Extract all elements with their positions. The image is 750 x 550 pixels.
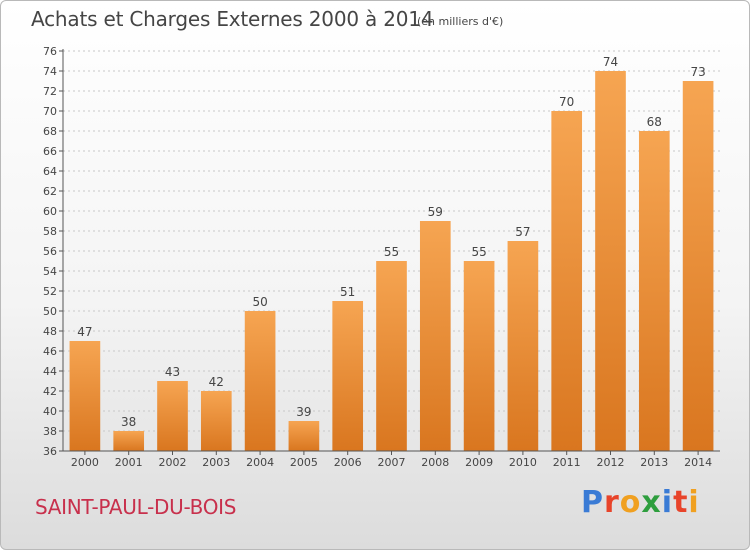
y-tick-label: 38 bbox=[43, 425, 57, 438]
x-tick-label: 2000 bbox=[71, 456, 99, 469]
data-label: 55 bbox=[384, 245, 399, 259]
chart-subtitle: (en milliers d'€) bbox=[417, 15, 504, 28]
y-tick-label: 60 bbox=[43, 205, 57, 218]
bar-2000 bbox=[69, 341, 101, 451]
data-labels: 47 38 43 42 50 39 51 55 59 55 57 70 74 68 73 bbox=[77, 55, 705, 429]
bar-2005 bbox=[288, 421, 320, 451]
bar-2012 bbox=[595, 71, 626, 451]
y-tick-label: 50 bbox=[43, 305, 57, 318]
logo-letter: t bbox=[673, 485, 689, 520]
data-label: 55 bbox=[471, 245, 486, 259]
data-label: 68 bbox=[647, 115, 662, 129]
x-tick-label: 2003 bbox=[202, 456, 230, 469]
bar-2004 bbox=[244, 311, 276, 451]
y-tick-label: 36 bbox=[43, 445, 57, 458]
data-label: 51 bbox=[340, 285, 355, 299]
x-tick-label: 2009 bbox=[465, 456, 493, 469]
bar-2001 bbox=[113, 431, 145, 451]
x-tick-label: 2007 bbox=[378, 456, 406, 469]
x-tick-label: 2011 bbox=[553, 456, 581, 469]
data-label: 59 bbox=[428, 205, 443, 219]
y-tick-label: 46 bbox=[43, 345, 57, 358]
x-tick-label: 2013 bbox=[640, 456, 668, 469]
y-tick-label: 70 bbox=[43, 105, 57, 118]
x-tick-label: 2005 bbox=[290, 456, 318, 469]
y-tick-label: 76 bbox=[43, 45, 57, 58]
logo-letter: o bbox=[619, 485, 642, 520]
bar-2011 bbox=[551, 111, 583, 451]
y-tick-label: 40 bbox=[43, 405, 57, 418]
y-tick-label: 52 bbox=[43, 285, 57, 298]
bar-2013 bbox=[638, 131, 670, 451]
data-label: 42 bbox=[209, 375, 224, 389]
data-label: 50 bbox=[252, 295, 267, 309]
data-label: 74 bbox=[603, 55, 618, 69]
x-tick-label: 2012 bbox=[597, 456, 625, 469]
y-tick-label: 48 bbox=[43, 325, 57, 338]
bar-2014 bbox=[682, 81, 714, 451]
y-tick-label: 44 bbox=[43, 365, 57, 378]
data-label: 57 bbox=[515, 225, 530, 239]
data-label: 39 bbox=[296, 405, 311, 419]
bar-2003 bbox=[200, 391, 232, 451]
logo-letter: i bbox=[688, 485, 700, 520]
bars bbox=[69, 71, 714, 451]
y-tick-label: 68 bbox=[43, 125, 57, 138]
x-tick-label: 2002 bbox=[159, 456, 187, 469]
x-tick-label: 2006 bbox=[334, 456, 362, 469]
data-label: 43 bbox=[165, 365, 180, 379]
y-tick-label: 72 bbox=[43, 85, 57, 98]
logo-letter: x bbox=[641, 485, 662, 520]
data-label: 70 bbox=[559, 95, 574, 109]
data-label: 73 bbox=[690, 65, 705, 79]
logo-letter: P bbox=[581, 485, 604, 520]
logo-letter: i bbox=[661, 485, 674, 520]
data-label: 47 bbox=[77, 325, 92, 339]
bar-2002 bbox=[157, 381, 188, 451]
y-tick-label: 62 bbox=[43, 185, 57, 198]
x-tick-label: 2014 bbox=[684, 456, 712, 469]
x-tick-label: 2008 bbox=[421, 456, 449, 469]
bar-2007 bbox=[376, 261, 407, 451]
y-tick-label: 58 bbox=[43, 225, 57, 238]
y-tick-label: 74 bbox=[43, 65, 57, 78]
commune-name: SAINT-PAUL-DU-BOIS bbox=[35, 495, 237, 519]
proxiti-logo: Proxiti bbox=[581, 485, 700, 520]
bar-2008 bbox=[419, 221, 451, 451]
logo-letter: r bbox=[604, 485, 620, 520]
y-tick-label: 66 bbox=[43, 145, 57, 158]
bar-2010 bbox=[507, 241, 539, 451]
x-tick-label: 2001 bbox=[115, 456, 143, 469]
y-tick-label: 64 bbox=[43, 165, 57, 178]
x-tick-label: 2010 bbox=[509, 456, 537, 469]
bar-2009 bbox=[463, 261, 495, 451]
chart-title: Achats et Charges Externes 2000 à 2014 bbox=[31, 7, 434, 31]
y-tick-label: 54 bbox=[43, 265, 57, 278]
y-tick-label: 56 bbox=[43, 245, 57, 258]
x-tick-label: 2004 bbox=[246, 456, 274, 469]
bar-2006 bbox=[332, 301, 364, 451]
data-label: 38 bbox=[121, 415, 136, 429]
axes: 36 38 40 42 44 46 48 50 52 54 56 58 60 62 64 66 68 70 72 74… bbox=[43, 45, 720, 469]
y-tick-label: 42 bbox=[43, 385, 57, 398]
